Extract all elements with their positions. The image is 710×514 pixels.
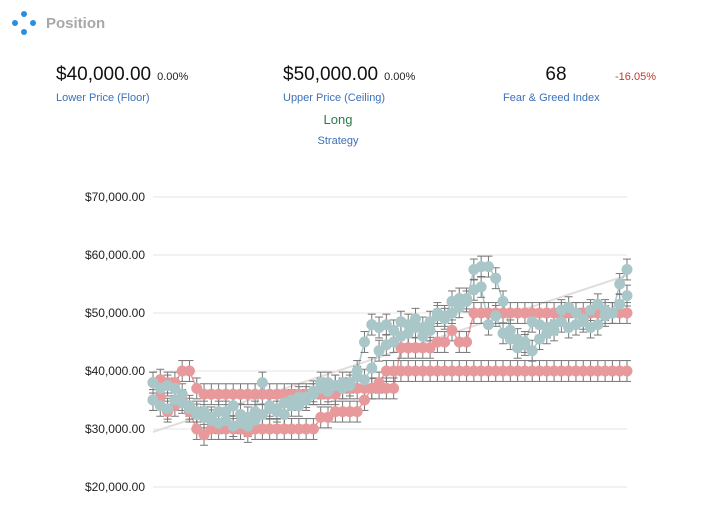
price-point <box>482 261 494 273</box>
price-point <box>278 409 290 420</box>
price-point <box>358 336 370 348</box>
price-point <box>490 310 502 322</box>
ceiling-point <box>446 324 458 336</box>
floor-point <box>621 365 633 377</box>
ceiling-point <box>183 365 195 377</box>
y-tick-label: $30,000.00 <box>85 422 145 436</box>
ceiling-point <box>388 382 400 394</box>
price-point <box>366 362 378 374</box>
floor-label: Lower Price (Floor) <box>56 92 150 104</box>
price-point <box>358 374 370 386</box>
price-point <box>227 400 239 412</box>
floor-change: 0.00% <box>157 71 189 83</box>
ceiling-point <box>621 307 633 319</box>
price-point <box>504 333 516 345</box>
ceiling-change: 0.00% <box>384 71 416 83</box>
floor-stat: $40,000.00 0.00% Lower Price (Floor) <box>56 64 188 104</box>
price-point <box>410 322 422 333</box>
floor-value: $40,000.00 <box>56 64 152 85</box>
ceiling-stat: $50,000.00 0.00% Upper Price (Ceiling) <box>283 64 415 104</box>
price-point <box>162 403 174 415</box>
fear-greed-label: Fear & Greed Index <box>503 92 600 104</box>
floor-point <box>358 394 370 406</box>
ceiling-point <box>439 336 451 348</box>
fear-greed-change: -16.05% <box>615 71 656 83</box>
strategy-label: Strategy <box>317 135 359 147</box>
price-point <box>548 324 560 336</box>
price-point <box>490 272 502 284</box>
ceiling-label: Upper Price (Ceiling) <box>283 92 386 104</box>
fear-greed-value: 68 <box>545 64 567 85</box>
price-point <box>482 319 494 331</box>
move-arrows-icon <box>12 11 36 35</box>
strategy-value: Long <box>323 112 353 127</box>
price-point <box>417 330 429 342</box>
price-point <box>606 307 618 319</box>
y-tick-label: $20,000.00 <box>85 480 145 494</box>
price-point <box>497 295 509 307</box>
fear-greed-stat: 68 -16.05% Fear & Greed Index <box>503 64 673 104</box>
price-series-line <box>152 285 628 427</box>
price-point <box>461 293 473 304</box>
price-point <box>592 319 604 331</box>
y-tick-label: $40,000.00 <box>85 364 145 378</box>
price-point <box>614 278 626 290</box>
price-point <box>614 298 626 310</box>
ceiling-point <box>461 336 473 348</box>
price-point <box>475 281 487 293</box>
price-point <box>621 290 633 302</box>
price-point <box>526 345 538 357</box>
header-title: Position <box>46 14 106 32</box>
price-point <box>256 377 268 389</box>
floor-point <box>351 406 363 418</box>
price-point <box>286 400 298 412</box>
ceiling-value: $50,000.00 <box>283 64 379 85</box>
floor-point <box>307 423 319 435</box>
strategy-block: Long Strategy <box>300 112 376 147</box>
price-point <box>410 313 422 325</box>
position-header: Position <box>12 8 105 38</box>
price-point <box>453 301 465 313</box>
y-tick-label: $50,000.00 <box>85 306 145 320</box>
y-tick-label: $70,000.00 <box>85 190 145 204</box>
y-tick-label: $60,000.00 <box>85 248 145 262</box>
price-point <box>621 264 633 275</box>
